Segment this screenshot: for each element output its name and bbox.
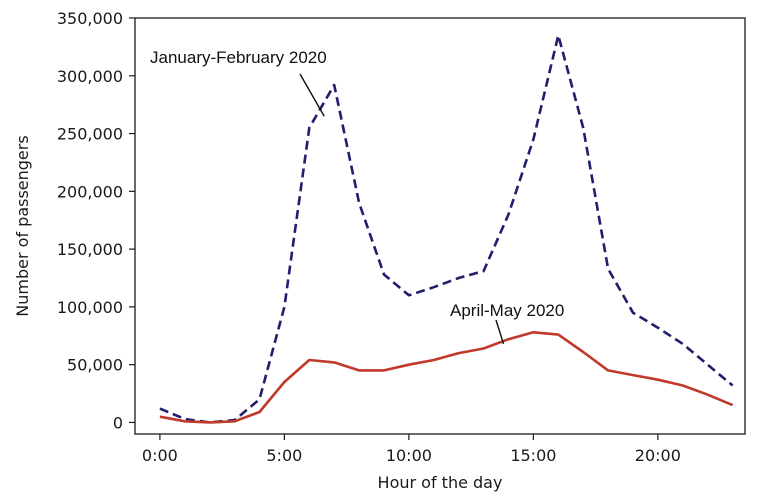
y-axis-ticks: 0 50,000 100,000 150,000 200,000 250,000 300,0… xyxy=(57,9,135,432)
y-tick-label: 300,000 xyxy=(57,67,123,86)
y-tick-label: 350,000 xyxy=(57,9,123,28)
y-tick-label: 150,000 xyxy=(57,240,123,259)
annotation-label-1: April-May 2020 xyxy=(450,301,564,320)
series-line-0 xyxy=(159,33,734,424)
x-tick-label: 10:00 xyxy=(386,446,432,465)
plot-border xyxy=(134,17,746,435)
y-tick-label: 50,000 xyxy=(67,356,123,375)
axes-frame xyxy=(134,17,746,435)
y-axis-label: Number of passengers xyxy=(13,135,32,316)
y-tick-label: 0 xyxy=(113,413,123,432)
x-tick-label: 0:00 xyxy=(142,446,178,465)
y-tick-label: 200,000 xyxy=(57,182,123,201)
series-line-1 xyxy=(159,330,734,424)
y-tick-label: 100,000 xyxy=(57,298,123,317)
annotation-pointer-1 xyxy=(495,319,505,345)
series-layer xyxy=(159,33,734,424)
y-tick-label: 250,000 xyxy=(57,125,123,144)
annotation-label-0: January-February 2020 xyxy=(150,48,327,67)
x-axis-label: Hour of the day xyxy=(378,473,503,492)
annotation-pointer-0 xyxy=(299,73,325,117)
x-tick-label: 5:00 xyxy=(266,446,302,465)
annotation-layer: January-February 2020 April-May 2020 xyxy=(150,48,564,345)
x-tick-label: 20:00 xyxy=(635,446,681,465)
x-axis-ticks: 0:00 5:00 10:00 15:00 20:00 xyxy=(142,434,681,465)
x-tick-label: 15:00 xyxy=(510,446,556,465)
